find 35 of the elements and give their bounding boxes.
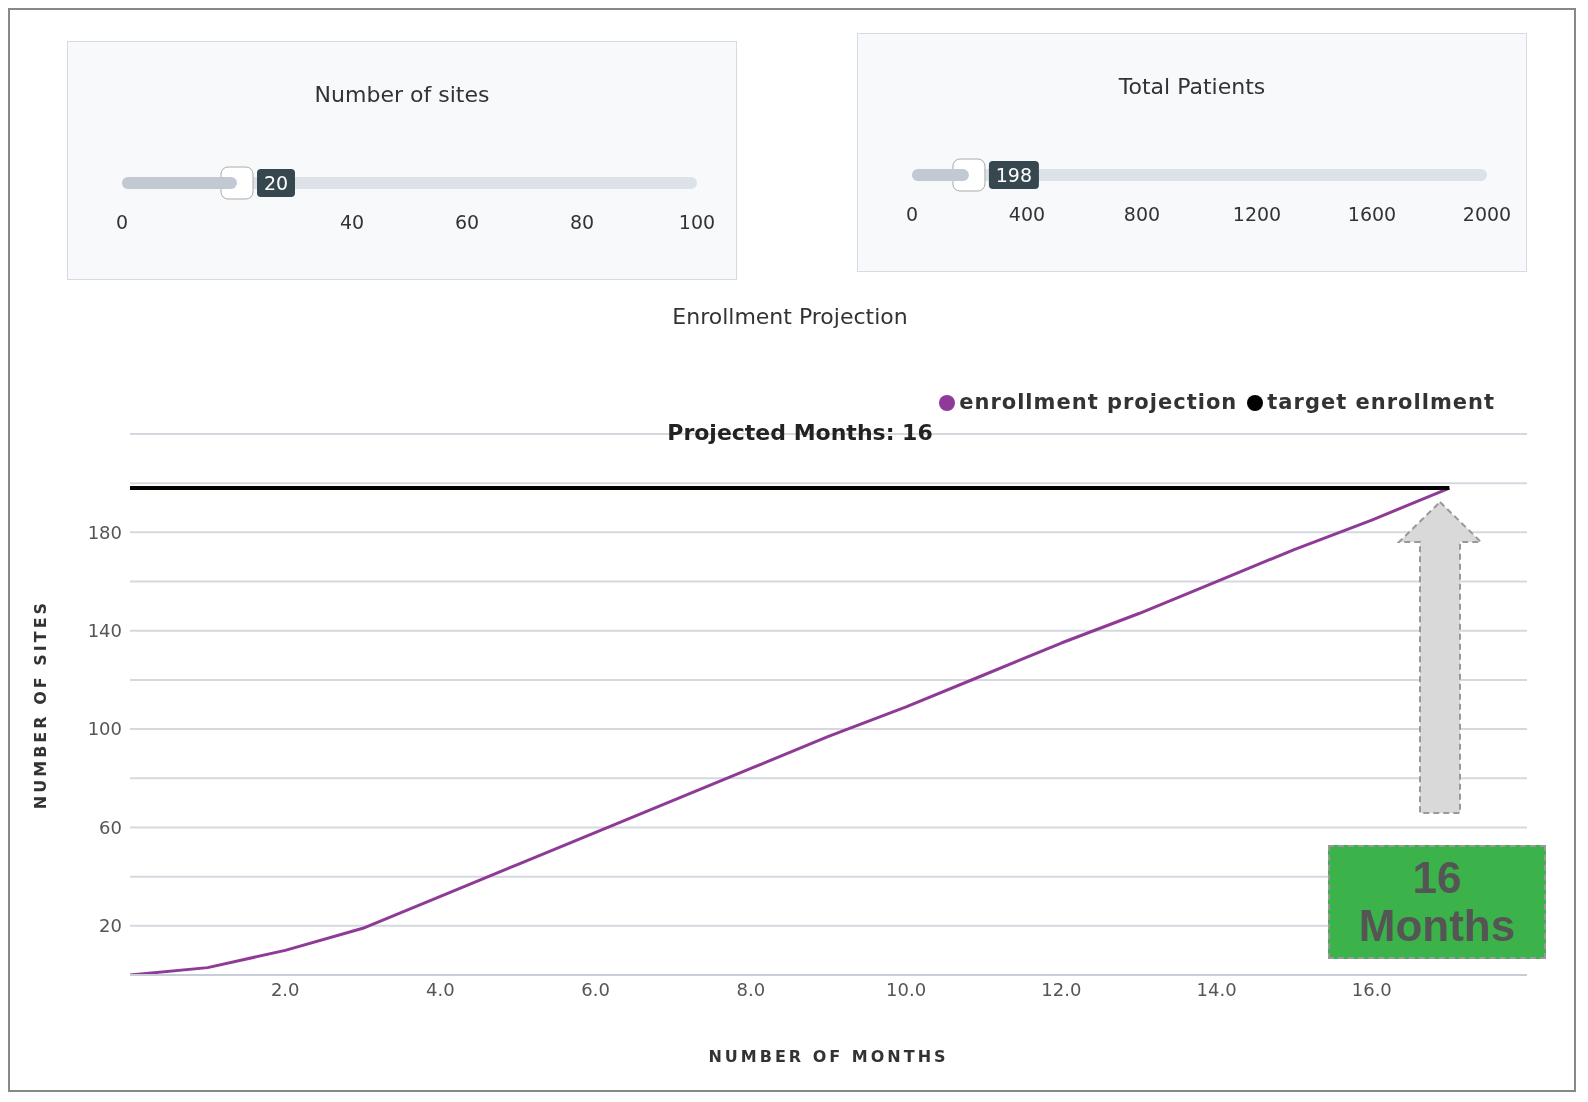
data-label: 198	[995, 164, 1033, 186]
x-axis-title: NUMBER OF MONTHS	[708, 1047, 949, 1066]
legend-label: enrollment projection	[959, 390, 1238, 414]
x-tick-label: 800	[1123, 203, 1161, 226]
y-tick-label: 180	[87, 521, 122, 543]
data-label: 20	[263, 172, 289, 194]
chart-title: Total Patients	[1117, 74, 1267, 99]
y-tick-label: 140	[87, 620, 122, 642]
y-tick-label: 100	[87, 718, 122, 740]
x-tick-label: 12.0	[1041, 978, 1082, 1000]
x-tick-label: 2.0	[270, 978, 300, 1000]
x-tick-label: 4.0	[426, 978, 455, 1000]
x-tick-label: 16.0	[1351, 978, 1392, 1000]
legend-label: target enrollment	[1267, 390, 1495, 414]
x-tick-label: 1200	[1232, 203, 1282, 226]
x-tick-label: 0	[115, 211, 129, 234]
y-axis-title: NUMBER OF SITES	[30, 599, 50, 810]
x-tick-label: 6.0	[581, 978, 610, 1000]
x-tick-label: 60	[454, 211, 480, 234]
x-tick-label: 8.0	[736, 978, 766, 1000]
chart-title: Number of sites	[313, 82, 491, 107]
x-tick-label: 40	[339, 211, 365, 234]
x-tick-label: 2000	[1462, 203, 1512, 226]
x-tick-label: 80	[569, 211, 595, 234]
y-tick-label: 60	[99, 816, 122, 838]
x-tick-label: 400	[1008, 203, 1046, 226]
x-tick-label: 1600	[1347, 203, 1397, 226]
annotation: Projected Months: 16	[666, 420, 934, 445]
x-tick-label: 100	[678, 211, 716, 234]
x-tick-label: 14.0	[1196, 978, 1237, 1000]
x-tick-label: 0	[905, 203, 919, 226]
x-tick-label: 10.0	[886, 978, 927, 1000]
annotation: 16 Months	[1328, 845, 1546, 959]
chart-title: Enrollment Projection	[671, 304, 909, 329]
y-tick-label: 20	[99, 915, 122, 937]
